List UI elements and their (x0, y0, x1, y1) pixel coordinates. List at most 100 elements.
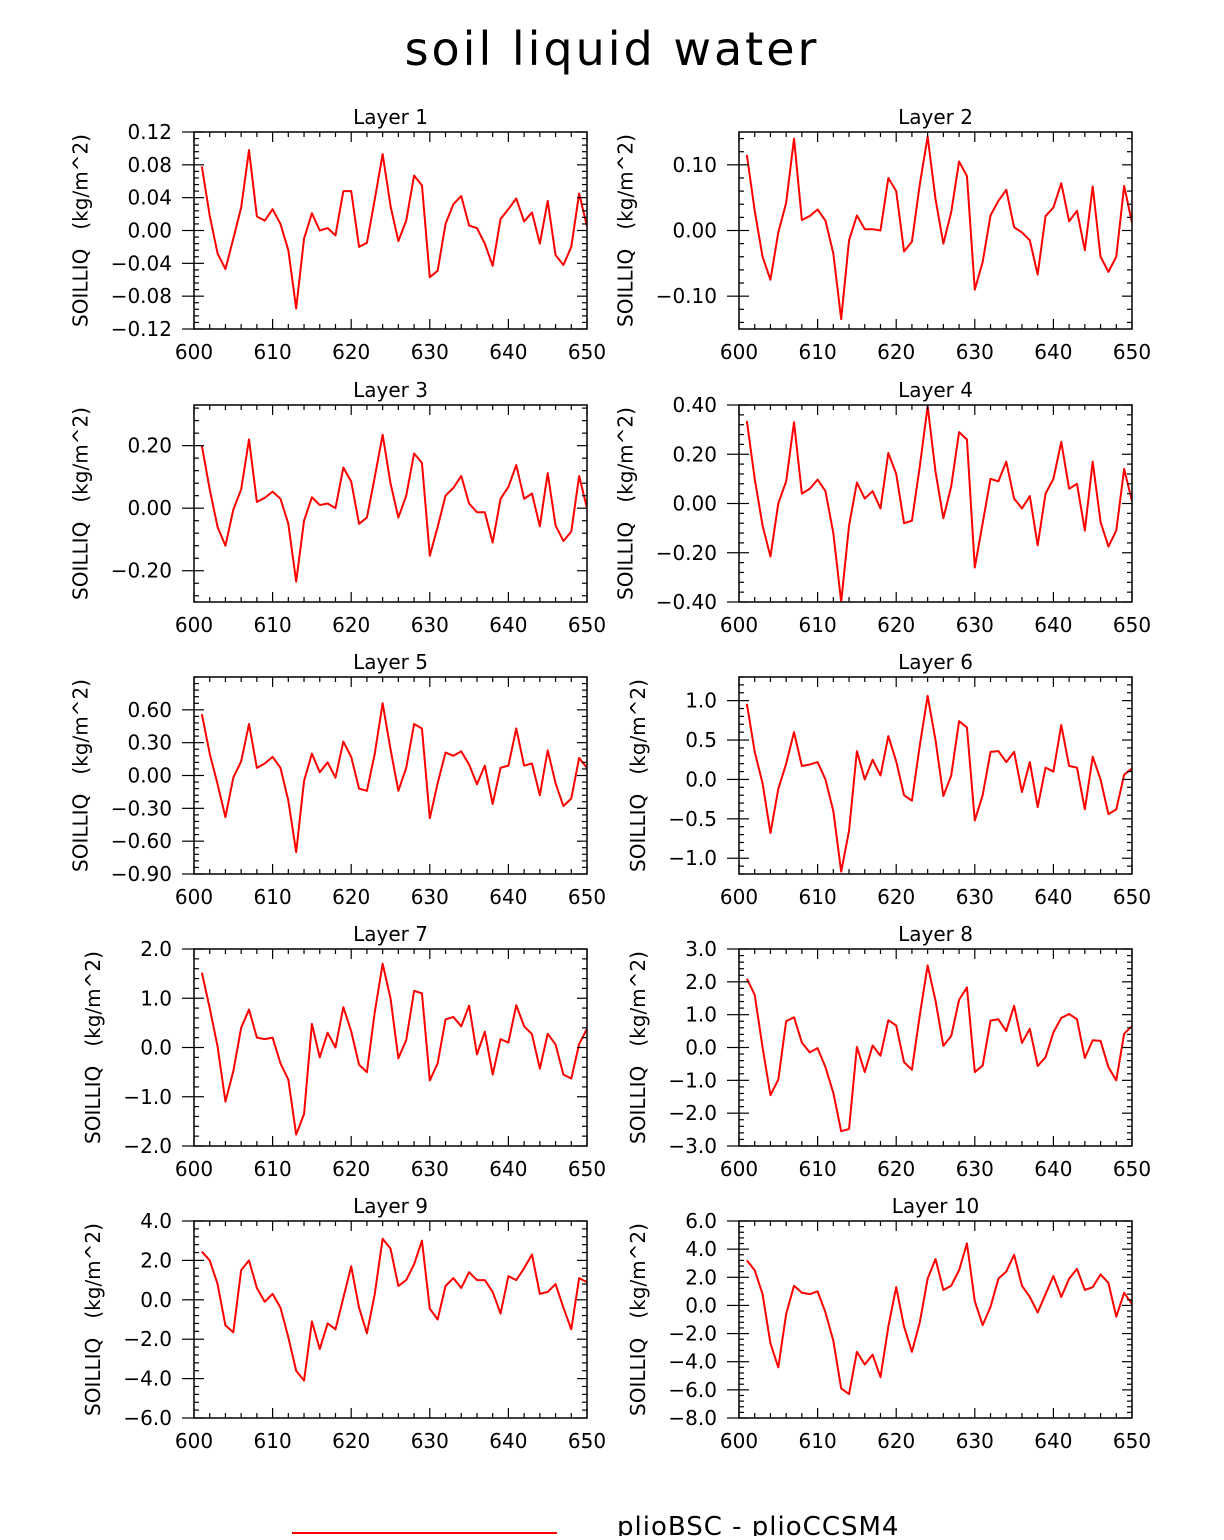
y-tick-label: 0.00 (127, 496, 172, 520)
x-tick-label: 630 (411, 613, 449, 637)
panel-title: Layer 6 (898, 650, 973, 674)
y-tick-label: −2.0 (668, 1101, 717, 1125)
y-tick-label: −3.0 (668, 1134, 717, 1158)
x-tick-label: 620 (877, 1157, 915, 1181)
panel-title: Layer 3 (353, 378, 428, 402)
panel-title: Layer 9 (353, 1194, 428, 1218)
x-tick-label: 640 (1034, 1429, 1072, 1453)
y-tick-label: −2.0 (668, 1322, 717, 1346)
y-tick-label: 4.0 (140, 1209, 172, 1233)
x-tick-label: 600 (175, 340, 213, 364)
series-line (201, 1237, 587, 1382)
panel-title: Layer 5 (353, 650, 428, 674)
x-tick-label: 630 (411, 885, 449, 909)
y-tick-label: 0.30 (127, 731, 172, 755)
series-line (200, 433, 587, 583)
series-line (746, 1242, 1132, 1396)
y-tick-label: 0.00 (127, 219, 172, 243)
y-tick-label: −8.0 (668, 1406, 717, 1430)
x-tick-label: 610 (799, 340, 837, 364)
plot-frame (738, 1220, 1133, 1419)
series-line (745, 135, 1132, 321)
plot-frame (738, 131, 1133, 330)
y-tick-label: 0.60 (127, 698, 172, 722)
legend-label: plioBSC - plioCCSM4 (617, 1512, 900, 1536)
y-tick-label: −0.20 (111, 559, 172, 583)
x-tick-label: 620 (332, 340, 370, 364)
series-line (200, 962, 587, 1136)
x-tick-label: 640 (489, 613, 527, 637)
x-tick-label: 640 (1034, 1157, 1072, 1181)
x-tick-label: 600 (175, 1429, 213, 1453)
x-tick-label: 600 (720, 1429, 758, 1453)
y-tick-label: 2.0 (685, 970, 717, 994)
x-tick-label: 630 (956, 885, 994, 909)
x-tick-label: 650 (568, 1157, 606, 1181)
panel-layer-10: 600 610 620 630 640 650 −8.0 −6.0 −4.0 −2.0 0.0 2.0… (626, 1194, 1151, 1453)
series-line (200, 702, 587, 854)
y-axis-label: SOILLIQ (kg/m^2) (69, 134, 93, 327)
x-tick-label: 610 (799, 885, 837, 909)
x-tick-label: 600 (175, 613, 213, 637)
figure-title: soil liquid water (404, 22, 820, 76)
y-tick-label: −0.04 (111, 251, 172, 275)
x-tick-label: 650 (568, 885, 606, 909)
y-tick-label: −0.60 (111, 829, 172, 853)
x-tick-label: 610 (799, 1429, 837, 1453)
x-tick-label: 610 (799, 613, 837, 637)
y-tick-label: 2.0 (140, 937, 172, 961)
y-tick-label: −0.12 (111, 317, 172, 341)
y-tick-label: 1.0 (685, 689, 717, 713)
panel-title: Layer 10 (892, 1194, 980, 1218)
y-tick-label: 2.0 (685, 1265, 717, 1289)
x-tick-label: 600 (720, 340, 758, 364)
x-tick-label: 610 (254, 885, 292, 909)
x-tick-label: 630 (411, 1157, 449, 1181)
y-axis-label: SOILLIQ (kg/m^2) (81, 1223, 105, 1416)
panel-title: Layer 1 (353, 105, 428, 129)
x-tick-label: 630 (411, 1429, 449, 1453)
y-tick-label: 0.0 (685, 1036, 717, 1060)
y-tick-label: 0.04 (127, 186, 172, 210)
panel-title: Layer 7 (353, 922, 428, 946)
y-tick-label: 0.0 (685, 1293, 717, 1317)
x-tick-label: 610 (254, 1429, 292, 1453)
plot-frame (193, 948, 588, 1147)
plot-frame (738, 948, 1133, 1147)
x-tick-label: 620 (332, 1429, 370, 1453)
y-axis-label: SOILLIQ (kg/m^2) (69, 407, 93, 600)
x-tick-label: 620 (877, 885, 915, 909)
x-tick-label: 630 (956, 1157, 994, 1181)
y-tick-label: 4.0 (685, 1237, 717, 1261)
y-tick-label: 3.0 (685, 937, 717, 961)
plot-frame (738, 404, 1133, 603)
y-tick-label: −0.08 (111, 284, 172, 308)
x-tick-label: 620 (877, 340, 915, 364)
y-tick-label: −1.0 (668, 846, 717, 870)
series-line (745, 964, 1132, 1133)
x-tick-label: 610 (254, 340, 292, 364)
panel-layer-9: 600 610 620 630 640 650 −6.0 −4.0 −2.0 0.0 2.0 4.0 L… (81, 1194, 606, 1453)
y-tick-label: −0.20 (656, 541, 717, 565)
panel-title: Layer 2 (898, 105, 973, 129)
y-tick-label: 0.0 (140, 1036, 172, 1060)
y-tick-label: 0.5 (685, 728, 717, 752)
y-tick-label: 0.0 (140, 1288, 172, 1312)
x-tick-label: 610 (799, 1157, 837, 1181)
panel-layer-8: 600 610 620 630 640 650 −3.0 −2.0 −1.0 0.0 1.0 2.0 3… (626, 922, 1151, 1181)
x-tick-label: 630 (956, 613, 994, 637)
panel-layer-2: 600 610 620 630 640 650 −0.10 0.00 0.10 Layer 2 SO… (614, 105, 1152, 364)
x-tick-label: 650 (1113, 1157, 1151, 1181)
y-tick-label: −1.0 (668, 1068, 717, 1092)
x-tick-label: 640 (1034, 613, 1072, 637)
y-axis-label: SOILLIQ (kg/m^2) (69, 679, 93, 872)
x-tick-label: 620 (332, 1157, 370, 1181)
y-tick-label: 0.20 (127, 434, 172, 458)
plot-frame (193, 1220, 588, 1419)
x-tick-label: 630 (956, 340, 994, 364)
series-line (200, 149, 587, 310)
y-tick-label: −2.0 (123, 1327, 172, 1351)
panel-layer-1: 600 610 620 630 640 650 −0.12 −0.08 −0.04 0.00 0.0… (69, 105, 607, 364)
